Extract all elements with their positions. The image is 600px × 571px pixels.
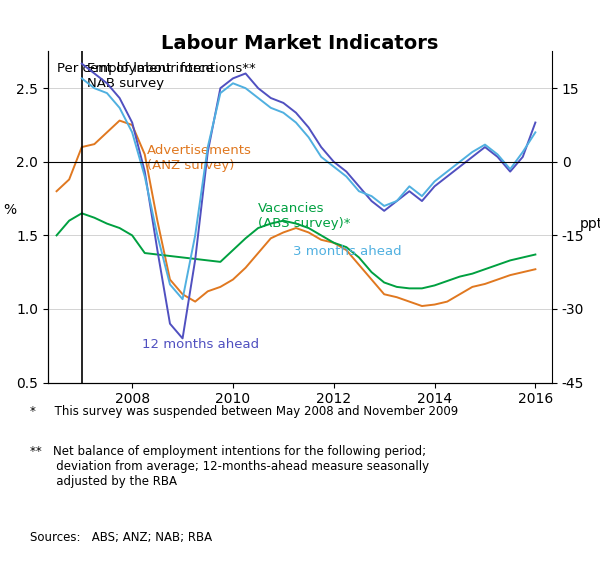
Text: 12 months ahead: 12 months ahead xyxy=(142,339,259,351)
Text: *     This survey was suspended between May 2008 and November 2009: * This survey was suspended between May … xyxy=(30,405,458,419)
Text: Advertisements
(ANZ survey): Advertisements (ANZ survey) xyxy=(147,144,252,172)
Text: Employment intentions**
NAB survey: Employment intentions** NAB survey xyxy=(87,62,256,90)
Text: Labour Market Indicators: Labour Market Indicators xyxy=(161,34,439,53)
Text: Sources:   ABS; ANZ; NAB; RBA: Sources: ABS; ANZ; NAB; RBA xyxy=(30,531,212,544)
Y-axis label: ppt: ppt xyxy=(580,217,600,231)
Text: Vacancies
(ABS survey)*: Vacancies (ABS survey)* xyxy=(258,202,350,230)
Text: **   Net balance of employment intentions for the following period;
       devia: ** Net balance of employment intentions … xyxy=(30,445,429,488)
Text: 3 months ahead: 3 months ahead xyxy=(293,245,402,258)
Y-axis label: %: % xyxy=(3,203,16,217)
Text: Per cent of labour force: Per cent of labour force xyxy=(56,62,214,75)
